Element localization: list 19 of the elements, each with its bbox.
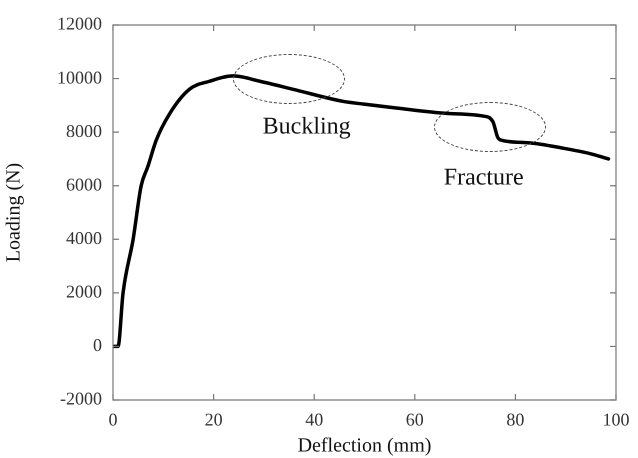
y-tick-label: 6000 xyxy=(66,174,102,194)
x-tick-label: 40 xyxy=(305,410,324,430)
y-tick-label: 0 xyxy=(93,335,102,356)
annotation: Buckling xyxy=(262,113,351,140)
y-tick-label: 8000 xyxy=(66,120,102,141)
x-tick-label: 80 xyxy=(506,410,524,430)
y-tick-label: 12000 xyxy=(57,14,102,34)
y-tick-label: 2000 xyxy=(66,282,102,302)
x-axis-title: Deflection (mm) xyxy=(298,434,432,456)
line-series xyxy=(113,74,610,348)
annotation: Fracture xyxy=(444,164,524,191)
x-tick-label: 100 xyxy=(602,410,630,430)
y-tick-label: -2000 xyxy=(60,388,102,409)
x-tick-label: 0 xyxy=(108,410,118,430)
x-tick-label: 20 xyxy=(204,410,223,430)
y-tick-label: 10000 xyxy=(57,67,102,88)
y-axis-title: Loading (N) xyxy=(2,162,24,262)
y-tick-label: 4000 xyxy=(66,228,102,248)
x-tick-label: 60 xyxy=(406,410,424,430)
